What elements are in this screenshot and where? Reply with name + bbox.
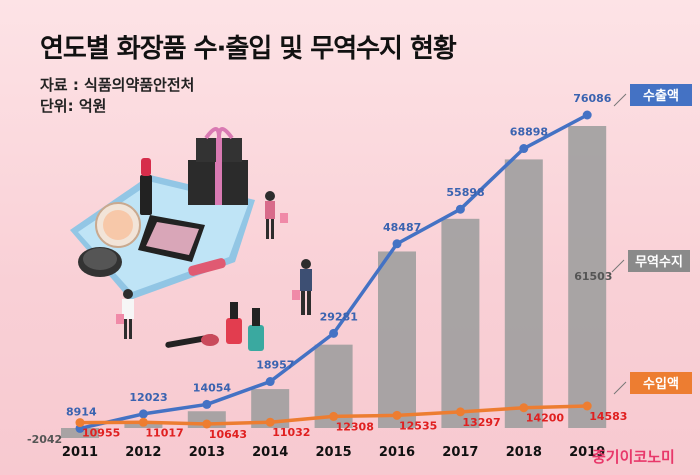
import-point-2019 — [582, 401, 592, 411]
x-tick-2012: 2012 — [125, 445, 161, 460]
x-tick-2011: 2011 — [62, 445, 98, 460]
export-label-2019: 76086 — [573, 92, 612, 105]
balance-bar-2011 — [61, 428, 99, 438]
export-point-2017 — [455, 204, 465, 214]
balance-bar-2019 — [568, 126, 607, 428]
source-text: 자료 : 식품의약품안전처 — [40, 76, 195, 94]
x-tick-2014: 2014 — [252, 445, 288, 460]
export-label-2012: 12023 — [129, 391, 167, 404]
legend-balance: 무역수지 — [611, 250, 690, 273]
chart-title: 연도별 화장품 수·출입 및 무역수지 현황 — [40, 34, 457, 64]
credit-text: 중기이코노미 — [592, 448, 675, 466]
export-label-2017: 55898 — [446, 186, 484, 199]
balance-label-2011: -2042 — [27, 433, 62, 446]
export-point-2016 — [392, 239, 402, 249]
import-label-2018: 14200 — [526, 412, 565, 425]
export-point-2012 — [138, 409, 148, 419]
export-label-2013: 14054 — [193, 381, 232, 394]
export-point-2018 — [519, 144, 529, 154]
x-tick-2018: 2018 — [506, 445, 542, 460]
import-point-2014 — [265, 417, 275, 427]
x-tick-2013: 2013 — [189, 445, 225, 460]
import-point-2015 — [329, 411, 339, 421]
export-point-2019 — [582, 110, 592, 120]
export-label-2016: 48487 — [383, 221, 421, 234]
import-point-2011 — [75, 418, 85, 428]
legend-swatch-balance — [628, 250, 690, 272]
import-point-2012 — [138, 417, 148, 427]
cosmetics-illustration — [70, 127, 312, 351]
legend-label-export: 수출액 — [643, 88, 679, 104]
export-label-2018: 68898 — [510, 126, 548, 139]
export-label-2014: 18957 — [256, 359, 294, 372]
legend-import: 수입액 — [613, 372, 692, 395]
legend-label-balance: 무역수지 — [635, 254, 683, 270]
balance-label-2019: 61503 — [574, 270, 612, 283]
import-label-2016: 12535 — [399, 419, 437, 432]
balance-bar-2016 — [378, 251, 416, 428]
balance-bar-2017 — [441, 218, 480, 428]
x-tick-2017: 2017 — [442, 445, 478, 460]
legend-swatch-import — [630, 372, 692, 394]
import-label-2017: 13297 — [462, 416, 500, 429]
import-point-2013 — [202, 419, 212, 429]
import-label-2011: 10955 — [82, 427, 120, 440]
export-point-2013 — [202, 399, 212, 409]
import-label-2012: 11017 — [145, 426, 183, 439]
import-label-2019: 14583 — [589, 410, 627, 423]
import-point-2017 — [455, 407, 465, 417]
legend-swatch-export — [630, 84, 692, 106]
import-point-2018 — [519, 403, 529, 413]
unit-text: 단위: 억원 — [40, 97, 107, 115]
import-point-2016 — [392, 410, 402, 420]
import-label-2015: 12308 — [336, 420, 374, 433]
import-label-2014: 11032 — [272, 426, 310, 439]
export-point-2015 — [329, 328, 339, 338]
balance-bar-2018 — [504, 159, 543, 428]
export-label-2011: 8914 — [66, 405, 97, 418]
x-tick-2019: 2019 — [569, 445, 605, 460]
import-label-2013: 10643 — [209, 428, 247, 441]
export-point-2014 — [265, 377, 275, 387]
legend-export: 수출액 — [613, 84, 692, 107]
x-tick-2016: 2016 — [379, 445, 415, 460]
x-tick-2015: 2015 — [316, 445, 352, 460]
legend-label-import: 수입액 — [643, 377, 679, 392]
export-label-2015: 29281 — [320, 310, 358, 323]
